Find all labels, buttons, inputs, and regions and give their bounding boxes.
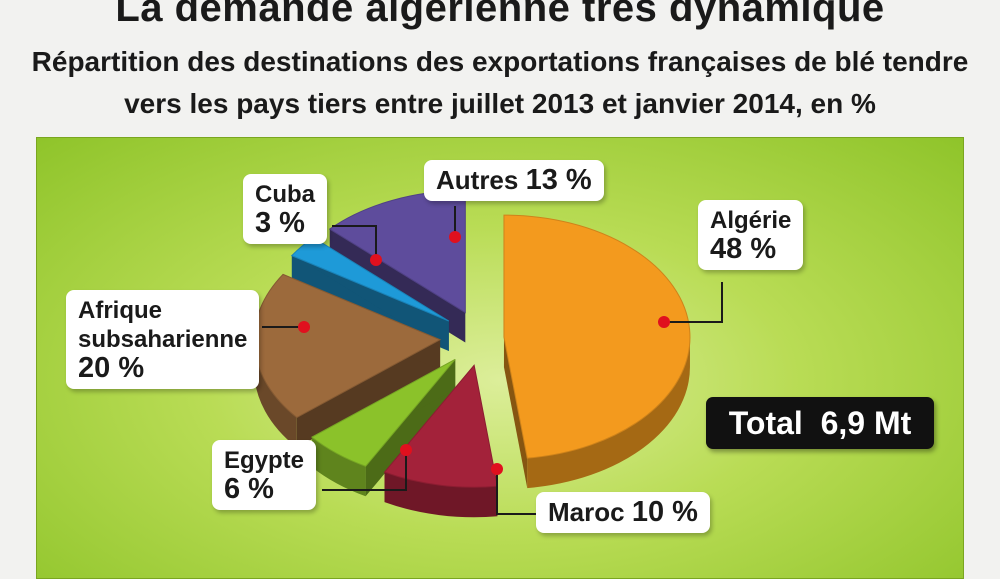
connector-dot-autres: [449, 231, 461, 243]
label-egypte: Egypte 6 %: [212, 440, 317, 510]
connector-egypte: [322, 450, 407, 491]
connector-alg-rie: [664, 282, 723, 323]
connector-dot-alg-rie: [658, 316, 670, 328]
slice-wall: [296, 339, 441, 448]
label-maroc: Maroc 10 %: [536, 492, 710, 533]
pie-slice-egypte: [311, 358, 456, 497]
connector-dot-afrique-subsaharienne: [298, 321, 310, 333]
label-autres: Autres 13 %: [424, 160, 604, 201]
subtitle-line-2: vers les pays tiers entre juillet 2013 e…: [124, 88, 876, 119]
slice-side: [254, 339, 297, 448]
connector-dot-egypte: [400, 444, 412, 456]
label-afrique-subsaharienne: Afrique subsaharienne 20 %: [66, 290, 260, 389]
slice-top: [383, 364, 499, 488]
subtitle-line-1: Répartition des destinations des exporta…: [31, 46, 969, 77]
slice-wall: [503, 337, 528, 489]
pie-chart: [253, 190, 723, 518]
pie-slice-alg-rie: [503, 214, 691, 489]
slice-side: [311, 437, 366, 497]
connector-cuba: [332, 225, 377, 260]
connector-maroc: [496, 469, 536, 515]
label-cuba: Cuba 3 %: [243, 174, 327, 244]
label-algerie: Algérie 48 %: [698, 200, 804, 270]
slice-top: [311, 358, 456, 467]
connector-dot-maroc: [491, 463, 503, 475]
slice-top: [503, 214, 691, 459]
slice-side: [384, 472, 498, 518]
pie-slice-afrique-subsaharienne: [253, 273, 442, 448]
slice-side: [527, 337, 690, 489]
page-title: La demande algérienne très dynamique: [115, 0, 885, 30]
total-badge: Total 6,9 Mt: [706, 397, 934, 449]
connector-dot-cuba: [370, 254, 382, 266]
